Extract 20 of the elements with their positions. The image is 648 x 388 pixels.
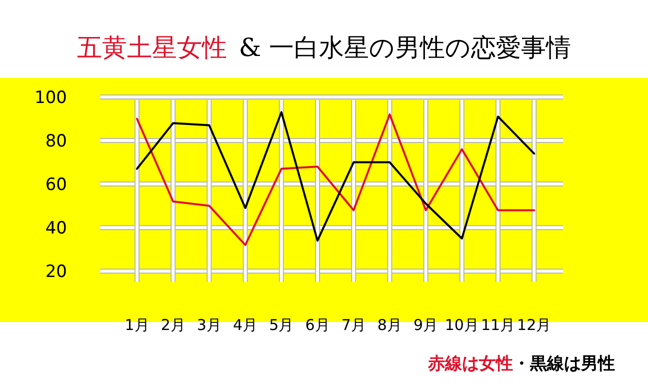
x-tick-label: 11月 (480, 316, 516, 334)
x-tick-label: 3月 (196, 316, 222, 334)
y-tick-label: 40 (45, 218, 67, 239)
x-tick-label: 4月 (233, 316, 258, 334)
x-tick-label: 6月 (305, 316, 330, 334)
x-tick-label: 1月 (124, 316, 150, 334)
chart-subtitle: & 一白水星の男性の恋愛事情 (238, 33, 572, 62)
x-tick-label: 7月 (341, 316, 366, 334)
x-tick-label: 2月 (160, 316, 186, 334)
legend: 赤線は女性・黒線は男性 (428, 354, 615, 374)
x-tick-label: 10月 (444, 316, 479, 334)
y-tick-label: 20 (45, 262, 67, 282)
y-tick-label: 80 (45, 132, 67, 152)
x-tick-label: 5月 (269, 316, 294, 334)
x-tick-label: 9月 (414, 316, 438, 334)
x-tick-label: 12月 (517, 316, 552, 334)
y-tick-label: 100 (34, 88, 67, 108)
chart-title: 五黄土星女性 (76, 33, 227, 62)
y-tick-label: 60 (45, 175, 67, 196)
x-tick-label: 8月 (377, 316, 402, 334)
